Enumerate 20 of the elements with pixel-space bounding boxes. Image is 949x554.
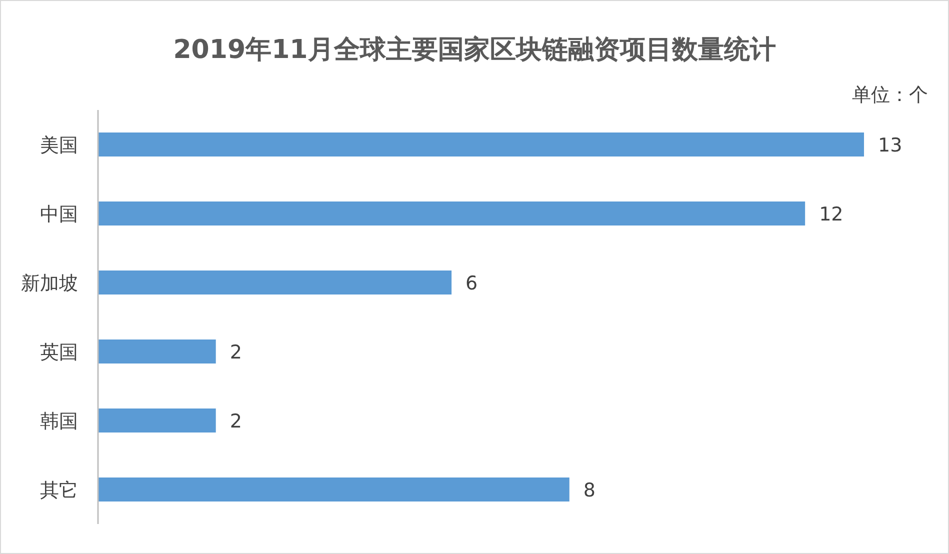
data-label: 8 <box>583 480 596 502</box>
y-tick-label: 其它 <box>40 480 78 502</box>
bar <box>98 202 806 226</box>
y-tick-label: 中国 <box>40 204 78 226</box>
bar <box>98 340 216 364</box>
y-tick-label: 新加坡 <box>21 272 78 294</box>
data-label: 12 <box>819 204 844 226</box>
bar <box>98 270 452 294</box>
data-label: 2 <box>230 410 242 432</box>
data-label: 6 <box>466 272 478 294</box>
data-label: 2 <box>230 342 242 364</box>
data-label: 13 <box>878 134 902 156</box>
chart-title: 2019年11月全球主要国家区块链融资项目数量统计 <box>173 35 776 65</box>
bar <box>98 478 570 502</box>
text: 单位：个 <box>852 84 928 106</box>
y-tick-label: 美国 <box>40 134 78 156</box>
bar <box>98 132 864 156</box>
y-tick-label: 英国 <box>40 342 78 364</box>
bar <box>98 408 216 432</box>
y-tick-label: 韩国 <box>40 410 78 432</box>
